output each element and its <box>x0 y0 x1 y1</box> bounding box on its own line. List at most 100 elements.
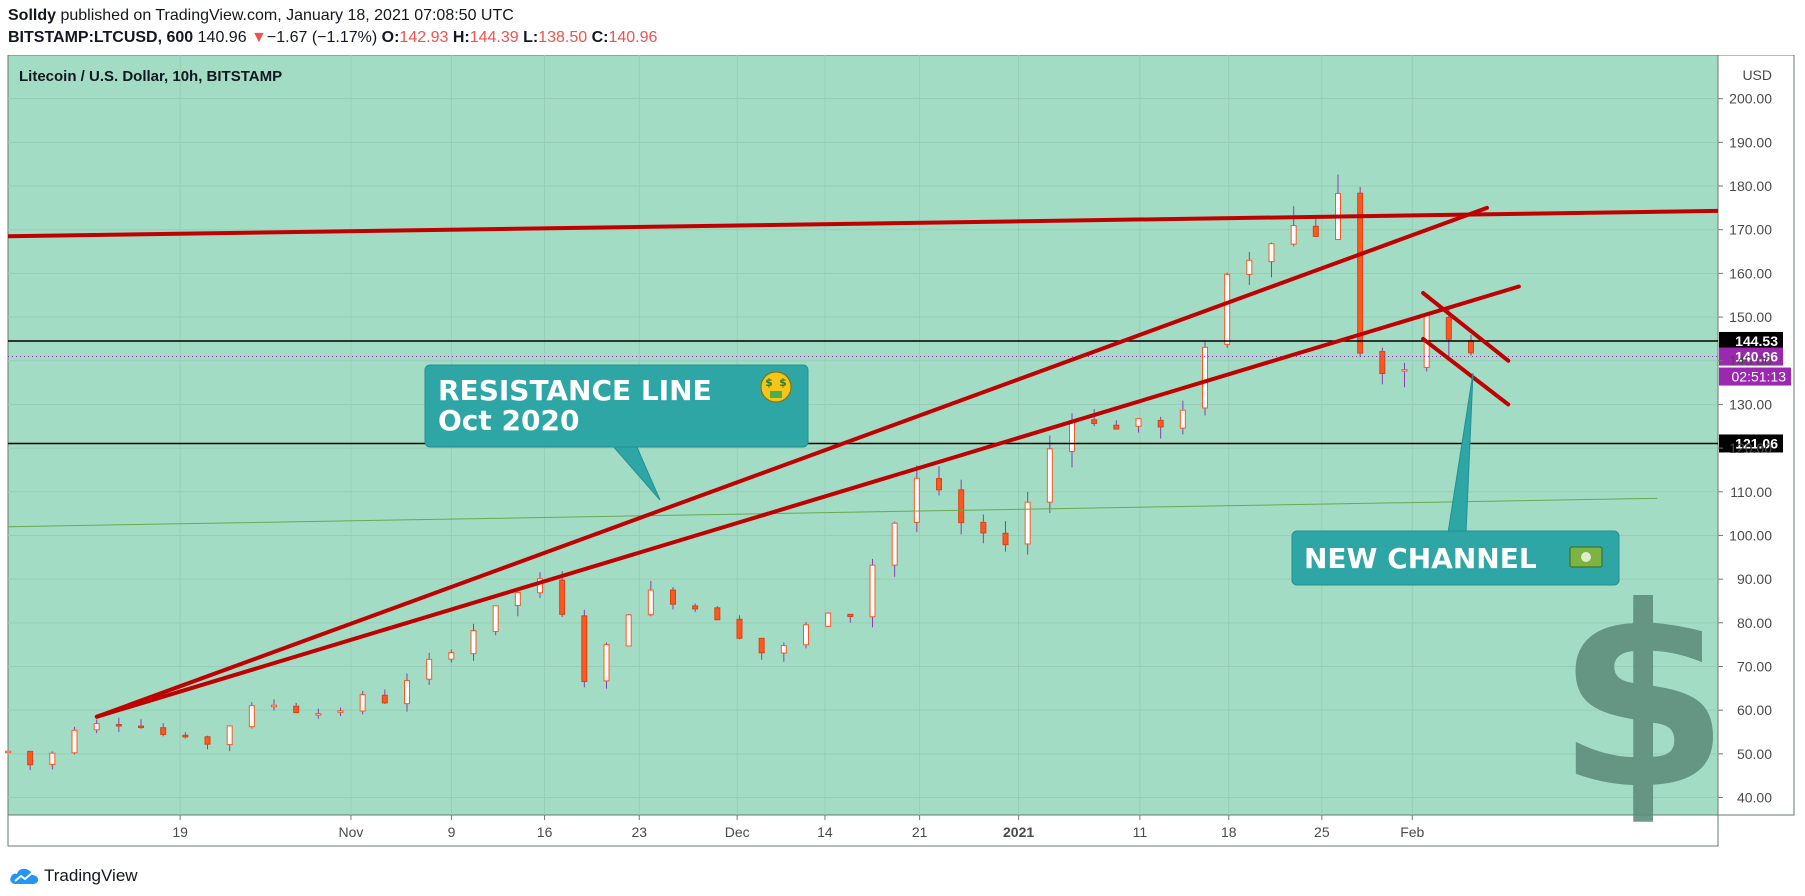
drawings[interactable]: 144.53 121.06 140.96 02:51:13 <box>7 205 1791 719</box>
author-name[interactable]: Solldy <box>8 7 57 24</box>
candle-body <box>138 725 144 729</box>
x-tick-label: 14 <box>817 824 833 840</box>
candle-body <box>381 694 388 704</box>
candle-body <box>1290 225 1297 245</box>
x-tick-label: 21 <box>912 824 928 840</box>
candle-body <box>1069 420 1075 453</box>
candle-body <box>315 713 322 716</box>
x-tick-label: Nov <box>338 824 363 840</box>
y-tick-label: 40.00 <box>1737 790 1772 806</box>
x-tick-label: 19 <box>172 824 188 840</box>
price-change: −1.67 (−1.17%) <box>266 29 378 46</box>
y-tick-label: 60.00 <box>1737 702 1772 718</box>
x-tick-label: 9 <box>448 824 456 840</box>
candle-body <box>736 618 743 639</box>
time-axis[interactable] <box>7 814 1719 847</box>
y-tick-label: 200.00 <box>1729 91 1772 107</box>
y-tick-label: 130.00 <box>1729 396 1772 412</box>
price-chart[interactable]: $ 144.53 121.06 140.96 02:51:13 RESISTANCE … <box>0 55 1805 861</box>
candle-body <box>936 478 942 491</box>
brand-name: TradingView <box>44 866 138 885</box>
money-mouth-tongue <box>770 391 782 398</box>
candle-body <box>847 613 854 617</box>
candle-body <box>492 605 499 632</box>
candle-body <box>1357 192 1364 354</box>
y-tick-label: 110.00 <box>1730 484 1772 500</box>
y-tick-label: 120.00 <box>1729 440 1772 456</box>
last-price-label: 140.96 <box>1735 349 1778 365</box>
resistance-callout <box>424 364 809 448</box>
trend-line <box>1421 336 1511 407</box>
candle-body <box>980 521 987 534</box>
candle-body <box>692 605 699 610</box>
candle-body <box>1046 448 1053 503</box>
x-tick-label: Feb <box>1400 824 1424 840</box>
candle-body <box>1312 225 1319 237</box>
dollar-watermark-glyph: $ <box>1556 553 1730 844</box>
candle-body <box>913 477 920 523</box>
open-label: O: <box>381 29 400 46</box>
open-value: 142.93 <box>399 29 449 46</box>
candle-body <box>1445 317 1452 340</box>
x-tick-label: 2021 <box>1003 824 1034 840</box>
high-label: H: <box>452 29 470 46</box>
x-tick-label: 16 <box>537 824 553 840</box>
candle-body <box>248 705 255 728</box>
candle-body <box>271 704 277 708</box>
candles <box>5 174 1474 770</box>
y-tick-label: 70.00 <box>1737 658 1772 674</box>
candle-body <box>958 489 965 524</box>
y-tick-label: 80.00 <box>1737 615 1772 631</box>
candle-body <box>204 736 211 745</box>
candle-body <box>1135 418 1142 427</box>
level-price-badge <box>1719 331 1783 350</box>
dollar-watermark: $ <box>1556 553 1730 844</box>
candle-body <box>115 724 122 727</box>
tradingview-logo[interactable]: TradingView <box>8 866 138 886</box>
cloud-logo-icon <box>10 868 39 884</box>
candle-body <box>581 615 588 682</box>
resistance-callout-line1: RESISTANCE LINE <box>438 374 712 407</box>
x-tick-label: Dec <box>725 824 750 840</box>
level-price-label: 121.06 <box>1735 435 1778 451</box>
candle-body <box>1179 409 1186 429</box>
low-value: 138.50 <box>538 29 588 46</box>
close-label: C: <box>591 29 609 46</box>
last-price-badge <box>1719 347 1783 366</box>
chart-title: Litecoin / U.S. Dollar, 10h, BITSTAMP <box>19 68 282 85</box>
money-mouth-eye: $ <box>779 376 787 389</box>
y-tick-label: 170.00 <box>1729 222 1772 238</box>
level-price-label: 144.53 <box>1735 333 1778 349</box>
candle-body <box>470 630 477 655</box>
long-term-trend-line <box>7 497 1658 528</box>
y-axis-labels: 200.00 190.00 180.00 170.00 160.00 150.00 140.… <box>1718 91 1772 806</box>
candle-body <box>5 750 11 754</box>
money-icon-center <box>1581 552 1591 562</box>
published-text: published on TradingView.com, January 18… <box>60 7 514 24</box>
grid <box>8 55 1718 815</box>
candle-body <box>182 734 189 738</box>
close-value: 140.96 <box>608 29 658 46</box>
publish-info: Solldy published on TradingView.com, Jan… <box>8 7 514 25</box>
candle-body <box>404 680 410 705</box>
y-tick-label: 150.00 <box>1729 309 1772 325</box>
y-tick-label: 160.00 <box>1729 265 1772 281</box>
candle-body <box>1468 340 1474 354</box>
money-mouth-eye: $ <box>765 376 773 389</box>
candle-body <box>1401 369 1408 372</box>
trend-line <box>94 284 1521 719</box>
x-tick-label: 18 <box>1221 824 1237 840</box>
candle-body <box>714 607 721 621</box>
y-tick-label: 90.00 <box>1737 571 1772 587</box>
candle-body <box>448 652 455 660</box>
candle-body <box>603 644 610 682</box>
x-tick-label: 23 <box>631 824 647 840</box>
candle-body <box>71 729 78 754</box>
candle-body <box>514 592 521 606</box>
candle-body <box>27 750 34 766</box>
level-price-badge <box>1719 434 1783 453</box>
candle-body <box>869 564 876 618</box>
trend-line <box>94 205 1489 719</box>
candle-body <box>1024 501 1031 545</box>
